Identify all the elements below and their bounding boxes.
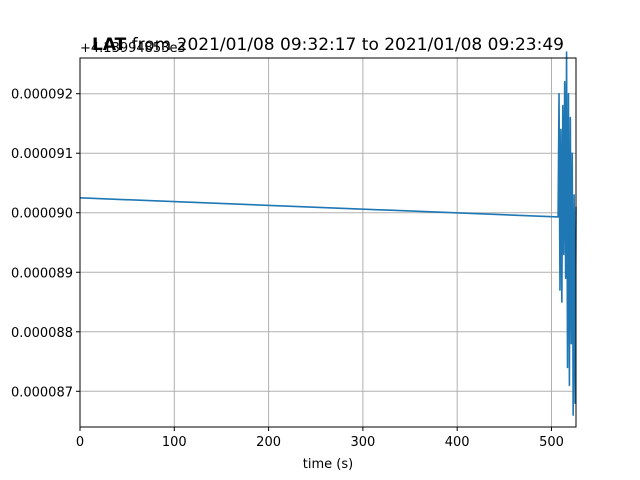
y-tick-label: 0.000090 bbox=[11, 207, 73, 222]
y-axis-offset-label: +4.13994853e3 bbox=[80, 41, 186, 56]
x-tick-label: 500 bbox=[539, 435, 564, 450]
x-tick-label: 300 bbox=[350, 435, 375, 450]
lat-series-line bbox=[79, 51, 577, 416]
grid-lines bbox=[79, 58, 576, 427]
y-tick-label: 0.000089 bbox=[11, 266, 73, 281]
title-range: from 2021/01/08 09:32:17 to 2021/01/08 0… bbox=[126, 35, 564, 55]
y-tick-label: 0.000087 bbox=[11, 385, 73, 400]
x-tick-label: 100 bbox=[162, 435, 187, 450]
y-tick-label: 0.000092 bbox=[11, 88, 73, 103]
series-group bbox=[79, 51, 577, 416]
x-axis-label: time (s) bbox=[303, 457, 353, 472]
y-axis-ticks: 0.000087 0.000088 0.000089 0.000090 0.000091… bbox=[11, 88, 80, 400]
title-variable: LAT bbox=[92, 35, 127, 55]
plot-frame bbox=[79, 57, 577, 428]
x-tick-label: 400 bbox=[445, 435, 470, 450]
x-axis-ticks: 0 100 200 300 400 500 bbox=[76, 427, 564, 450]
x-tick-label: 200 bbox=[256, 435, 281, 450]
y-tick-label: 0.000091 bbox=[11, 147, 73, 162]
y-tick-label: 0.000088 bbox=[11, 326, 73, 341]
x-tick-label: 0 bbox=[76, 435, 84, 450]
chart-title: LAT from 2021/01/08 09:32:17 to 2021/01/… bbox=[92, 35, 564, 55]
